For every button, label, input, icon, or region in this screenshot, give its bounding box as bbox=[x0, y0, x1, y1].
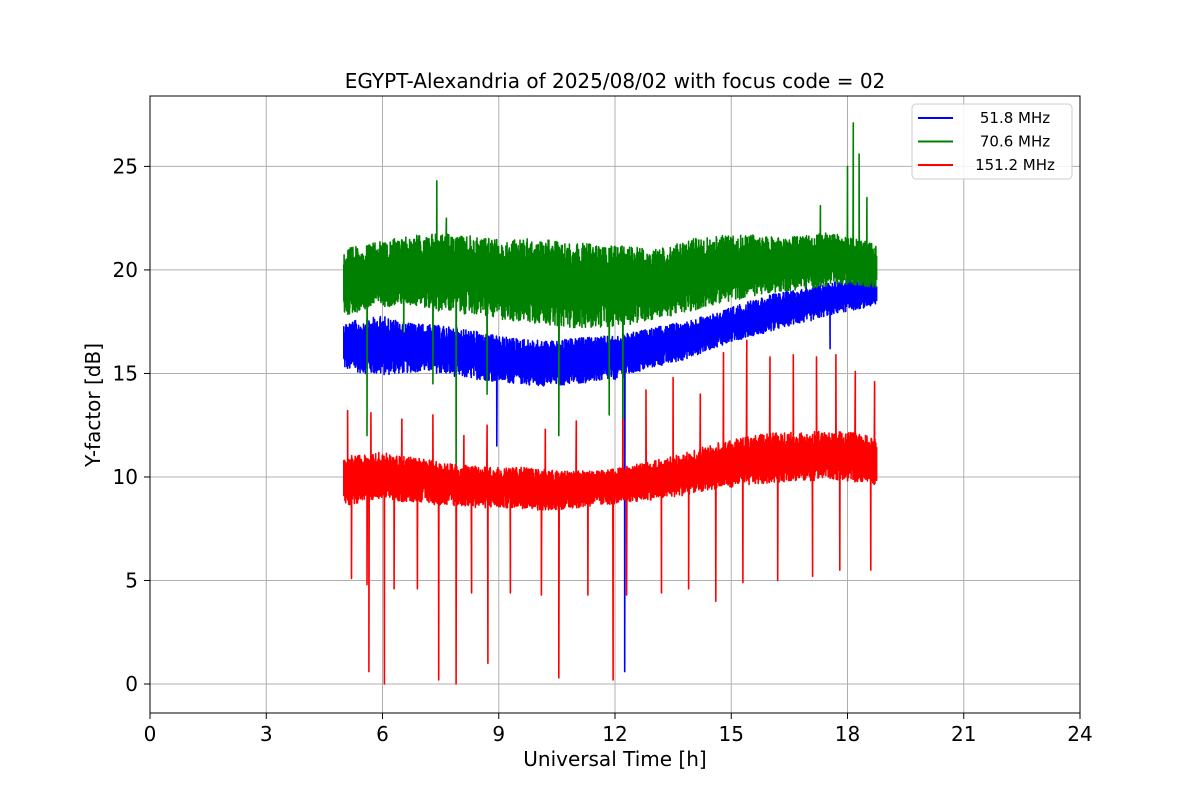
y-tick-label: 10 bbox=[113, 465, 138, 489]
y-tick-label: 15 bbox=[113, 361, 138, 385]
series-layer bbox=[343, 122, 878, 685]
series-line-151-2-mhz bbox=[343, 339, 878, 685]
y-tick-label: 0 bbox=[125, 672, 138, 696]
series-line-70-6-mhz bbox=[343, 122, 878, 489]
x-axis-label: Universal Time [h] bbox=[523, 747, 706, 771]
legend-label: 151.2 MHz bbox=[975, 156, 1055, 174]
y-axis-label: Y-factor [dB] bbox=[81, 343, 105, 468]
x-tick-label: 0 bbox=[144, 722, 157, 746]
legend-label: 51.8 MHz bbox=[980, 109, 1050, 127]
x-tick-label: 15 bbox=[719, 722, 744, 746]
legend-label: 70.6 MHz bbox=[980, 133, 1050, 151]
y-tick-label: 25 bbox=[113, 154, 138, 178]
legend: 51.8 MHz 70.6 MHz 151.2 MHz bbox=[911, 103, 1073, 180]
x-tick-label: 18 bbox=[835, 722, 860, 746]
x-tick-label: 9 bbox=[492, 722, 505, 746]
x-tick-label: 12 bbox=[602, 722, 627, 746]
y-tick-label: 20 bbox=[113, 258, 138, 282]
x-tick-label: 3 bbox=[260, 722, 273, 746]
y-tick-label: 5 bbox=[125, 568, 138, 592]
x-tick-label: 21 bbox=[951, 722, 976, 746]
legend-box bbox=[911, 103, 1073, 180]
x-tick-label: 6 bbox=[376, 722, 389, 746]
axis-ticks: 0 3 6 9 12 15 18 21 24 0 5 10 15 20 25 bbox=[113, 154, 1093, 746]
x-tick-label: 24 bbox=[1067, 722, 1092, 746]
chart-title: EGYPT-Alexandria of 2025/08/02 with focu… bbox=[345, 69, 886, 93]
